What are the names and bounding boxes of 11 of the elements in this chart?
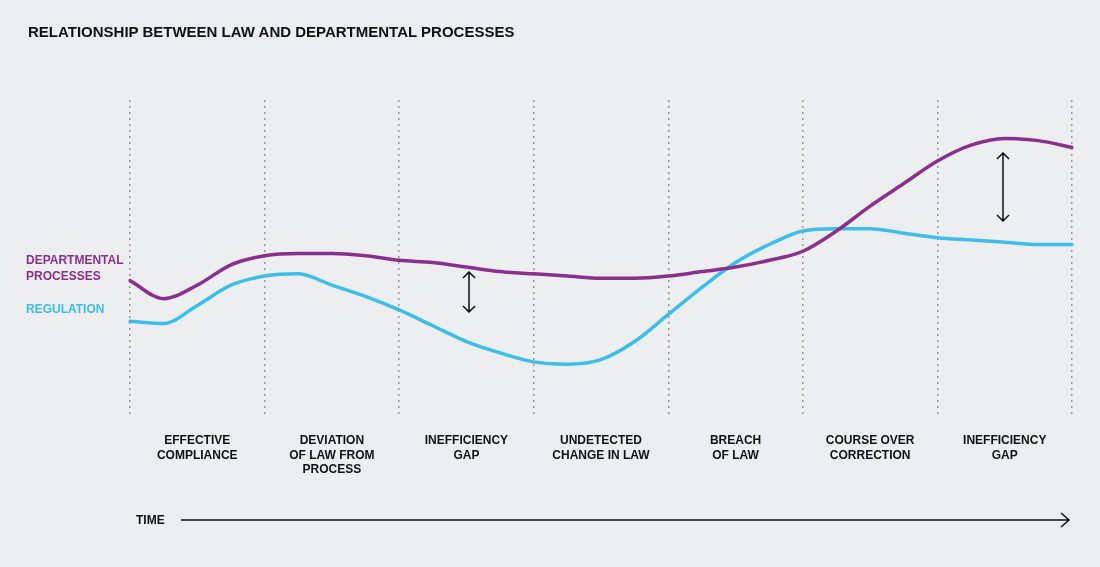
x-tick-label: UNDETECTED CHANGE IN LAW xyxy=(552,433,651,462)
x-tick-label: EFFECTIVE COMPLIANCE xyxy=(156,433,238,462)
x-tick-label: BREACH OF LAW xyxy=(709,433,762,462)
chart-title: RELATIONSHIP BETWEEN LAW AND DEPARTMENTAL PROCESSES xyxy=(28,23,515,40)
x-tick-label: INEFFICIENCY GAP xyxy=(963,433,1047,462)
x-tick-label: INEFFICIENCY GAP xyxy=(424,433,509,462)
x-tick-label: COURSE OVER CORRECTION xyxy=(825,433,915,462)
x-axis-title: TIME xyxy=(136,513,165,527)
x-tick-label: DEVIATION OF LAW FROM PROCESS xyxy=(289,433,375,477)
series-label: DEPARTMENTAL PROCESSES xyxy=(26,252,124,283)
text: REGULATION xyxy=(26,301,105,316)
